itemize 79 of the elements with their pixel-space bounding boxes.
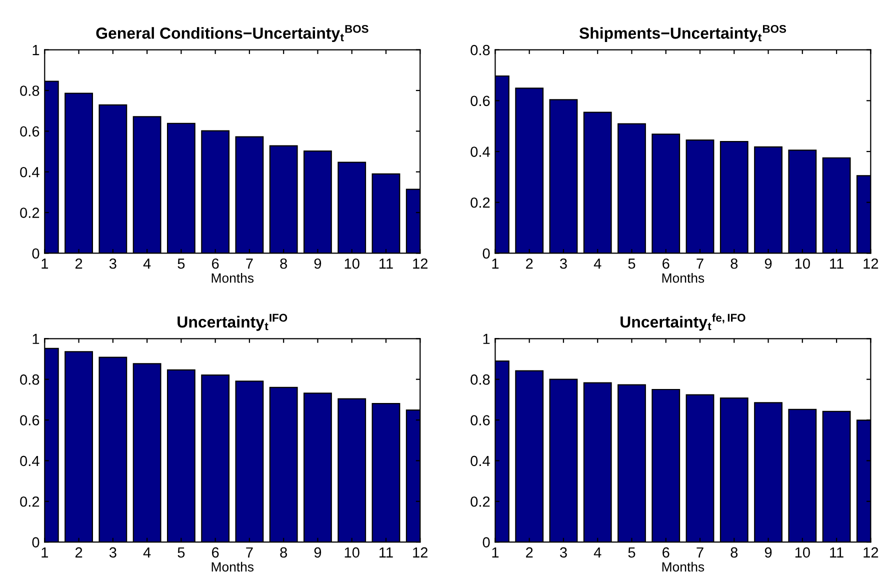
- x-tick-label: 5: [628, 547, 636, 558]
- y-tick-label: 0.6: [470, 96, 490, 106]
- x-tick-label: 7: [246, 258, 253, 269]
- x-axis-title: Months: [212, 562, 254, 572]
- y-tick-label: 0.4: [20, 166, 40, 178]
- y-tick-label: 0.2: [20, 496, 40, 507]
- x-tick-label: 4: [594, 258, 602, 269]
- x-tick-label: 6: [212, 258, 219, 269]
- x-tick-label: 12: [864, 547, 878, 558]
- y-tick-label: 0.6: [20, 126, 40, 137]
- x-tick-label: 6: [662, 547, 670, 558]
- x-tick-label: 2: [75, 547, 82, 558]
- y-tick-label: 0: [482, 248, 490, 259]
- y-tick-label: 0.8: [470, 374, 490, 385]
- y-tick-label: 0.6: [20, 415, 40, 426]
- x-tick-label: 5: [628, 258, 636, 269]
- x-tick-label: 11: [830, 258, 844, 269]
- x-tick-label: 2: [526, 547, 533, 558]
- y-tick-label: 0.4: [470, 146, 490, 157]
- chart-title: Uncertainty$_{t}$$^{fe,IFO}$: [620, 313, 746, 331]
- y-tick-label: 0: [482, 537, 490, 548]
- x-tick-label: 10: [344, 258, 360, 269]
- x-tick-label: 1: [492, 547, 499, 558]
- x-tick-label: 12: [413, 258, 428, 269]
- x-tick-label: 11: [830, 547, 844, 558]
- y-tick-label: 1: [32, 334, 40, 344]
- x-tick-label: 7: [696, 258, 704, 269]
- y-tick-label: 0.2: [20, 208, 40, 218]
- x-tick-label: 10: [344, 547, 360, 558]
- chart-title: General Conditions−Uncertainty$_{t}$$^{BOS}$: [96, 24, 368, 42]
- y-tick-label: 0.6: [470, 415, 490, 426]
- y-tick-label: 0.8: [20, 86, 40, 96]
- x-tick-label: 8: [280, 547, 288, 558]
- x-tick-label: 9: [764, 258, 772, 269]
- y-tick-label: 0.8: [470, 44, 490, 56]
- x-tick-label: 12: [413, 547, 428, 558]
- x-tick-label: 7: [246, 547, 253, 558]
- x-axis-title: Months: [662, 562, 704, 572]
- y-tick-label: 0: [32, 248, 40, 259]
- chart-title: Shipments−Uncertainty$_{t}$$^{BOS}$: [579, 24, 786, 42]
- x-tick-label: 3: [109, 547, 116, 558]
- y-tick-label: 1: [483, 334, 490, 344]
- x-tick-label: 2: [75, 258, 82, 269]
- x-tick-label: 8: [730, 547, 738, 558]
- x-tick-label: 6: [662, 258, 670, 269]
- x-tick-label: 4: [594, 547, 602, 558]
- x-tick-label: 3: [560, 258, 567, 269]
- x-tick-label: 9: [764, 547, 772, 558]
- x-tick-label: 8: [730, 258, 738, 269]
- y-tick-label: 0.4: [20, 456, 40, 466]
- x-tick-label: 8: [280, 258, 288, 269]
- x-tick-label: 7: [696, 547, 704, 558]
- x-tick-label: 10: [795, 547, 810, 558]
- x-axis-title: Months: [662, 273, 704, 283]
- x-tick-label: 2: [526, 258, 533, 269]
- x-tick-label: 5: [178, 258, 185, 269]
- x-tick-label: 1: [42, 258, 48, 269]
- y-tick-label: 1: [32, 45, 40, 56]
- x-tick-label: 12: [864, 258, 878, 269]
- x-tick-label: 4: [143, 547, 151, 558]
- x-tick-label: 10: [795, 258, 810, 269]
- x-tick-label: 11: [380, 547, 393, 558]
- x-tick-label: 9: [314, 547, 322, 558]
- y-tick-label: 0.4: [470, 456, 490, 466]
- x-tick-label: 4: [143, 258, 151, 269]
- x-tick-label: 1: [42, 547, 48, 558]
- x-tick-label: 3: [109, 258, 116, 269]
- y-tick-label: 0.2: [470, 496, 490, 507]
- x-tick-label: 3: [560, 547, 567, 558]
- y-tick-label: 0.8: [20, 374, 40, 385]
- x-tick-label: 1: [492, 258, 499, 269]
- y-tick-label: 0: [32, 537, 40, 548]
- y-tick-label: 0.2: [470, 197, 490, 208]
- x-axis-title: Months: [212, 273, 254, 283]
- x-tick-label: 11: [380, 258, 393, 269]
- x-tick-label: 6: [212, 547, 219, 558]
- x-tick-label: 9: [314, 258, 322, 269]
- chart-title: Uncertainty$_{t}$$^{IFO}$: [178, 314, 288, 331]
- x-tick-label: 5: [178, 547, 185, 558]
